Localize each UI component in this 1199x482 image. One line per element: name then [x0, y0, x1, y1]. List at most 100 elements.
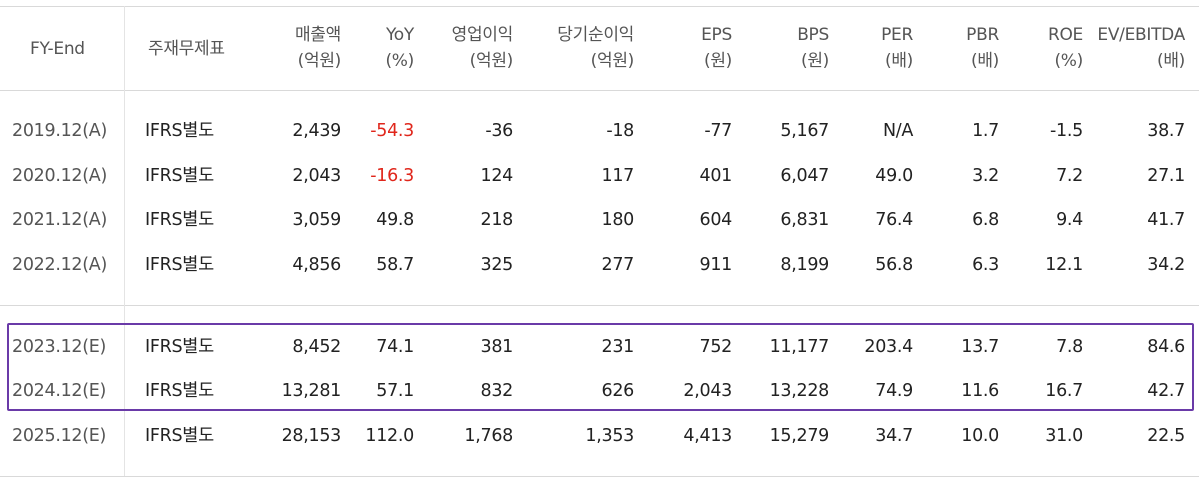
ev-ebitda-cell: 22.5 [1147, 426, 1185, 446]
header-bps: BPS (원) [797, 22, 829, 74]
ev-ebitda-cell: 84.6 [1147, 337, 1185, 357]
pbr-cell: 3.2 [972, 166, 999, 186]
per-cell: 34.7 [875, 426, 913, 446]
per-cell: N/A [882, 121, 913, 141]
roe-cell: 12.1 [1045, 255, 1083, 275]
operating-profit-cell: 325 [480, 255, 513, 275]
fy-cell: 2024.12(E) [12, 381, 107, 401]
table-row: 2023.12(E) IFRS별도 8,452 74.1 381 231 752… [0, 325, 1199, 369]
header-pbr: PBR (배) [966, 22, 999, 74]
table-row: 2024.12(E) IFRS별도 13,281 57.1 832 626 2,… [0, 369, 1199, 413]
header-label: YoY [385, 25, 414, 45]
bps-cell: 6,047 [780, 166, 829, 186]
operating-profit-cell: -36 [485, 121, 513, 141]
yoy-cell: 49.8 [376, 210, 414, 230]
header-label: ROE [1047, 25, 1083, 45]
revenue-cell: 28,153 [281, 426, 342, 446]
fy-cell: 2019.12(A) [12, 121, 107, 141]
yoy-cell: 74.1 [376, 337, 414, 357]
pbr-cell: 1.7 [972, 121, 999, 141]
revenue-cell: 2,439 [292, 121, 341, 141]
operating-profit-cell: 1,768 [464, 426, 513, 446]
yoy-cell: 58.7 [376, 255, 414, 275]
table-bottom-rule [0, 476, 1199, 477]
revenue-cell: 4,856 [292, 255, 341, 275]
header-unit: (배) [1156, 51, 1185, 71]
net-income-cell: 180 [601, 210, 634, 230]
per-cell: 76.4 [875, 210, 913, 230]
bps-cell: 5,167 [780, 121, 829, 141]
bps-cell: 6,831 [780, 210, 829, 230]
eps-cell: 401 [699, 166, 732, 186]
ev-ebitda-cell: 42.7 [1147, 381, 1185, 401]
header-operating-profit: 영업이익 (억원) [451, 22, 514, 74]
table-row: 2022.12(A) IFRS별도 4,856 58.7 325 277 911… [0, 243, 1199, 287]
header-ev-ebitda: EV/EBITDA (배) [1097, 22, 1185, 74]
header-label: BPS [797, 25, 829, 45]
bps-cell: 11,177 [769, 337, 830, 357]
eps-cell: 911 [699, 255, 732, 275]
header-net-income: 당기순이익 (억원) [557, 22, 634, 74]
eps-cell: 752 [699, 337, 732, 357]
header-unit: (억원) [469, 51, 514, 71]
roe-cell: 16.7 [1045, 381, 1083, 401]
operating-profit-cell: 381 [480, 337, 513, 357]
type-cell: IFRS별도 [145, 210, 214, 230]
yoy-cell: 57.1 [376, 381, 414, 401]
type-cell: IFRS별도 [145, 121, 214, 141]
table-row: 2019.12(A) IFRS별도 2,439 -54.3 -36 -18 -7… [0, 109, 1199, 153]
table-top-rule [0, 6, 1199, 7]
header-unit: (억원) [590, 51, 635, 71]
header-revenue: 매출액 (억원) [295, 22, 341, 74]
header-label: 영업이익 [451, 25, 514, 45]
pbr-cell: 13.7 [961, 337, 999, 357]
header-yoy: YoY (%) [385, 22, 414, 74]
net-income-cell: 626 [601, 381, 634, 401]
pbr-cell: 10.0 [961, 426, 999, 446]
header-unit: (원) [800, 51, 829, 71]
eps-cell: -77 [704, 121, 732, 141]
revenue-cell: 13,281 [281, 381, 342, 401]
ev-ebitda-cell: 38.7 [1147, 121, 1185, 141]
estimate-highlight-box [7, 323, 1194, 411]
header-eps: EPS (원) [701, 22, 732, 74]
pbr-cell: 11.6 [961, 381, 999, 401]
header-unit: (배) [970, 51, 999, 71]
fy-cell: 2025.12(E) [12, 426, 107, 446]
header-statement-type: 주재무제표 [148, 39, 225, 59]
pbr-cell: 6.3 [972, 255, 999, 275]
type-cell: IFRS별도 [145, 255, 214, 275]
type-cell: IFRS별도 [145, 426, 214, 446]
per-cell: 74.9 [875, 381, 913, 401]
type-cell: IFRS별도 [145, 381, 214, 401]
bps-cell: 13,228 [769, 381, 830, 401]
per-cell: 203.4 [864, 337, 913, 357]
table-header: FY-End 주재무제표 매출액 (억원) YoY (%) 영업이익 (억원) … [0, 0, 1199, 90]
header-fy-end: FY-End [30, 39, 85, 59]
revenue-cell: 2,043 [292, 166, 341, 186]
net-income-cell: 231 [601, 337, 634, 357]
net-income-cell: 1,353 [585, 426, 634, 446]
roe-cell: 31.0 [1045, 426, 1083, 446]
eps-cell: 2,043 [683, 381, 732, 401]
bps-cell: 15,279 [769, 426, 830, 446]
header-label: EPS [701, 25, 732, 45]
fy-cell: 2021.12(A) [12, 210, 107, 230]
yoy-cell: -16.3 [370, 166, 414, 186]
header-unit: (%) [1054, 51, 1083, 71]
roe-cell: 7.2 [1056, 166, 1083, 186]
revenue-cell: 8,452 [292, 337, 341, 357]
header-label: EV/EBITDA [1097, 25, 1185, 45]
operating-profit-cell: 832 [480, 381, 513, 401]
fy-cell: 2023.12(E) [12, 337, 107, 357]
ev-ebitda-cell: 27.1 [1147, 166, 1185, 186]
operating-profit-cell: 218 [480, 210, 513, 230]
per-cell: 49.0 [875, 166, 913, 186]
net-income-cell: 117 [601, 166, 634, 186]
operating-profit-cell: 124 [480, 166, 513, 186]
type-cell: IFRS별도 [145, 337, 214, 357]
header-unit: (%) [385, 51, 414, 71]
table-row: 2020.12(A) IFRS별도 2,043 -16.3 124 117 40… [0, 154, 1199, 198]
revenue-cell: 3,059 [292, 210, 341, 230]
